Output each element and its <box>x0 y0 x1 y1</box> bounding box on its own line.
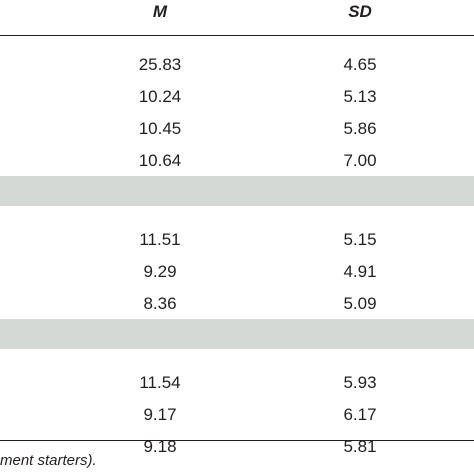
table-cell: 5.13 <box>343 87 377 106</box>
footnote: ment starters). <box>0 452 97 469</box>
table-cell: 9.17 <box>143 405 177 424</box>
table-cell: 5.86 <box>343 119 377 138</box>
header-rule <box>0 35 474 36</box>
table-cell: 10.24 <box>138 87 182 106</box>
column-header: SD <box>348 2 372 21</box>
section-band <box>0 176 474 206</box>
table-cell: 9.18 <box>143 437 177 456</box>
column-header: M <box>152 2 168 21</box>
table-cell: 5.93 <box>343 373 377 392</box>
table-cell: 8.36 <box>143 294 177 313</box>
table-cell: 5.09 <box>343 294 377 313</box>
section-band <box>0 319 474 349</box>
table-cell: 5.81 <box>343 437 377 456</box>
table-cell: 11.54 <box>139 373 181 392</box>
table-cell: 5.15 <box>343 230 377 249</box>
table-cell: 11.51 <box>139 230 181 249</box>
bottom-rule <box>0 440 474 441</box>
table-cell: 4.91 <box>343 262 377 281</box>
table-cell: 25.83 <box>138 55 182 74</box>
table-cell: 7.00 <box>343 151 377 170</box>
table-cell: 10.45 <box>138 119 182 138</box>
table-cell: 9.29 <box>143 262 177 281</box>
table-cell: 10.64 <box>138 151 182 170</box>
table-cell: 4.65 <box>343 55 377 74</box>
table-cell: 6.17 <box>343 405 377 424</box>
